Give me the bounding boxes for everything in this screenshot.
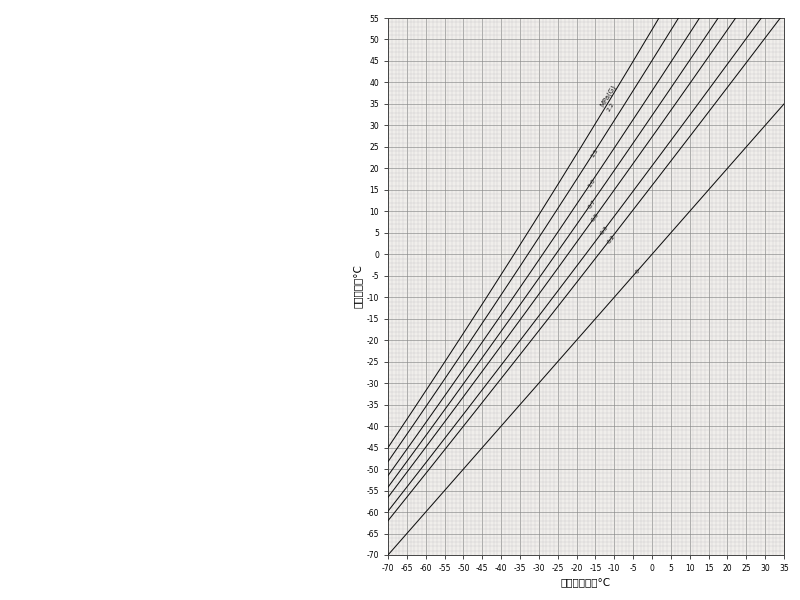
X-axis label: 大气压下露点°C: 大气压下露点°C [561, 577, 611, 587]
Text: MPa(G): MPa(G) [598, 83, 617, 108]
Text: 0: 0 [634, 268, 641, 274]
Text: 0.3: 0.3 [600, 225, 610, 236]
Text: 1.5: 1.5 [590, 148, 600, 158]
Text: 2.2: 2.2 [606, 101, 615, 112]
Text: 1.0: 1.0 [587, 178, 597, 188]
Y-axis label: 压力下露点°C: 压力下露点°C [352, 265, 362, 308]
Text: 0.5: 0.5 [590, 212, 601, 223]
Text: 0.7: 0.7 [587, 199, 597, 210]
Text: 0.2: 0.2 [606, 233, 617, 244]
